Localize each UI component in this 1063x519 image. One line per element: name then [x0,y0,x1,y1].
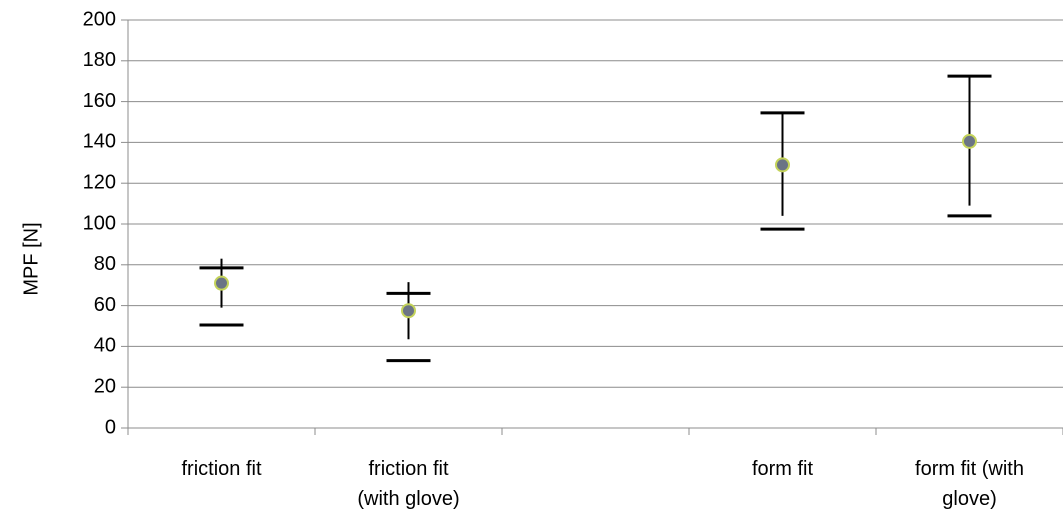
x-tick-label-4-line-1: glove) [942,488,996,510]
data-point-group-3 [947,74,992,218]
x-tick-labels: friction fit friction fit (with glove) form… [181,458,1023,510]
data-point-group-2 [760,111,805,231]
gridlines [128,19,1063,388]
mean-marker-0 [214,275,229,291]
mean-marker-2 [775,157,790,173]
y-tick-label-100: 100 [83,212,116,234]
y-tick-label-160: 160 [83,90,116,112]
x-tick-label-3-line-0: form fit [752,458,814,480]
x-tick-label-1-line-1: (with glove) [357,488,459,510]
y-axis-label: MPF [N] [20,222,42,295]
mean-marker-1 [401,303,416,319]
y-tick-label-80: 80 [94,253,116,275]
x-tick-label-0-line-0: friction fit [181,458,261,480]
x-tick-label-1-line-0: friction fit [368,458,448,480]
x-tick-label-4-line-0: form fit (with [915,458,1024,480]
data-series [199,74,992,363]
y-tick-label-120: 120 [83,171,116,193]
y-tick-label-180: 180 [83,49,116,71]
y-tick-label-140: 140 [83,131,116,153]
data-point-group-1 [386,282,431,363]
mean-marker-3 [962,133,977,149]
y-tick-label-40: 40 [94,335,116,357]
y-tick-label-20: 20 [94,375,116,397]
y-tick-label-0: 0 [105,416,116,438]
axes [121,19,1063,435]
y-tick-labels: 0 20 40 60 80 100 120 140 160 180 200 [83,8,116,438]
y-tick-label-200: 200 [83,8,116,30]
y-tick-label-60: 60 [94,294,116,316]
data-point-group-0 [199,258,244,327]
